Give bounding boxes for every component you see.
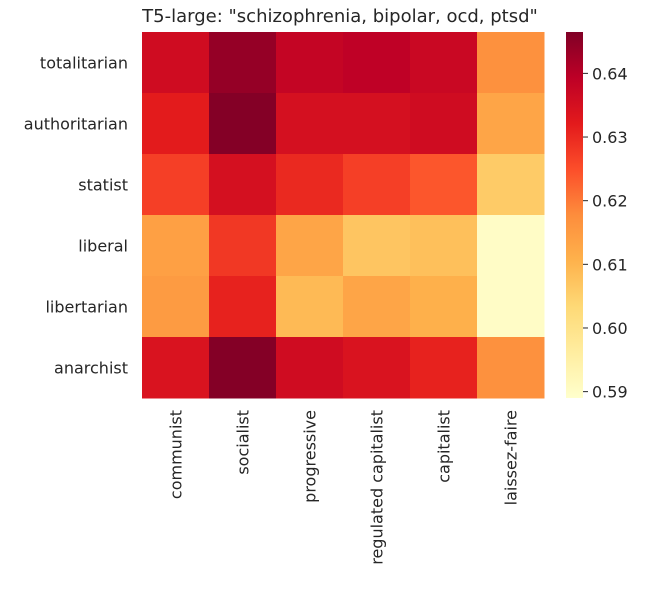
heatmap-cell [410,215,478,277]
heatmap-cell [142,276,210,338]
heatmap-cell [343,215,411,277]
y-tick-label: anarchist [54,359,128,378]
x-tick-label: communist [167,410,186,499]
heatmap-cell [209,93,277,155]
y-tick-label: authoritarian [24,115,128,134]
heatmap-cell [477,337,545,399]
heatmap-cell [142,215,210,277]
x-tick-label: capitalist [435,410,454,483]
heatmap-cell [209,154,277,216]
colorbar-tick-label: 0.60 [592,319,628,338]
colorbar-tick-label: 0.62 [592,192,628,211]
heatmap-cell [142,337,210,399]
heatmap-cell [276,32,344,94]
heatmap-cell [209,276,277,338]
colorbar-tick-label: 0.59 [592,383,628,402]
heatmap-cell [142,154,210,216]
heatmap-cell [276,154,344,216]
x-tick-label: laissez-faire [502,410,521,505]
colorbar-tick-label: 0.64 [592,64,628,83]
heatmap-cell [276,276,344,338]
heatmap-cell [343,32,411,94]
heatmap-cell [410,337,478,399]
heatmap-cell [477,276,545,338]
heatmap-cell [142,93,210,155]
heatmap-cell [477,93,545,155]
heatmap-cell [410,32,478,94]
x-tick-label: progressive [301,410,320,503]
heatmap-cell [410,93,478,155]
colorbar [566,32,583,398]
heatmap-cell [276,93,344,155]
heatmap-cell [343,154,411,216]
heatmap-cell [343,337,411,399]
heatmap-cell [142,32,210,94]
y-tick-label: statist [78,176,128,195]
chart-title: T5-large: "schizophrenia, bipolar, ocd, … [141,6,538,27]
heatmap-cell [276,337,344,399]
heatmap-cell [343,276,411,338]
heatmap-cell [343,93,411,155]
heatmap-cells [142,32,545,399]
heatmap-cell [209,32,277,94]
heatmap-cell [209,337,277,399]
heatmap-cell [477,215,545,277]
x-axis-tick-labels: communist socialist progressive regulated c… [167,410,521,565]
y-tick-label: liberal [78,237,128,256]
heatmap-cell [276,215,344,277]
colorbar-tick-label: 0.63 [592,128,628,147]
heatmap-cell [477,154,545,216]
heatmap-cell [209,215,277,277]
y-axis-tick-labels: totalitarian authoritarian statist liberal l… [24,54,128,378]
heatmap-cell [477,32,545,94]
heatmap-cell [410,276,478,338]
x-tick-label: regulated capitalist [368,410,387,565]
y-tick-label: libertarian [45,298,128,317]
x-tick-label: socialist [234,410,253,475]
colorbar-tick-label: 0.61 [592,255,628,274]
colorbar-ticks: 0.59 0.60 0.61 0.62 0.63 0.64 [583,64,628,402]
y-tick-label: totalitarian [40,54,128,73]
heatmap-cell [410,154,478,216]
